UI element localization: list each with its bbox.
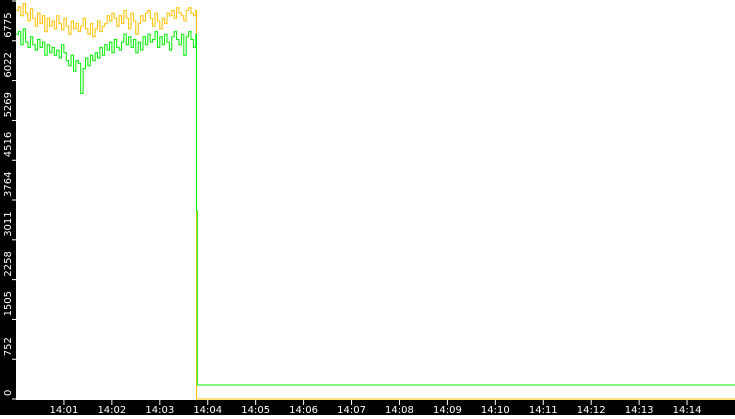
y-tick-label: 6775 xyxy=(3,12,14,37)
x-tick-label: 14:06 xyxy=(289,405,318,415)
y-tick-label: 5269 xyxy=(3,92,14,117)
y-axis-ticks: 0752150522583011376445165269602267757528 xyxy=(3,0,16,400)
x-axis-bar xyxy=(0,400,735,415)
y-tick-label: 2258 xyxy=(3,251,14,276)
x-tick-label: 14:03 xyxy=(145,405,174,415)
x-tick-label: 14:08 xyxy=(385,405,414,415)
y-tick-label: 1505 xyxy=(3,291,14,316)
x-tick-label: 14:04 xyxy=(193,405,222,415)
x-tick-label: 14:05 xyxy=(241,405,270,415)
y-tick-label: 4516 xyxy=(3,132,14,157)
x-tick-label: 14:02 xyxy=(97,405,126,415)
x-tick-label: 14:01 xyxy=(50,405,79,415)
y-tick-label: 0 xyxy=(3,390,14,396)
y-tick-label: 752 xyxy=(3,337,14,356)
y-tick-label: 3764 xyxy=(3,172,14,197)
x-tick-label: 14:11 xyxy=(529,405,558,415)
x-tick-label: 14:14 xyxy=(673,405,702,415)
x-tick-label: 14:09 xyxy=(433,405,462,415)
y-axis-bar xyxy=(0,0,16,415)
x-tick-label: 14:13 xyxy=(625,405,654,415)
y-tick-label: 3011 xyxy=(3,211,14,236)
x-axis-ticks: 14:01 14:02 14:03 14:04 14:05 14:06 14:07 14:08… xyxy=(50,400,702,416)
x-tick-label: 14:12 xyxy=(577,405,606,415)
y-tick-label: 6022 xyxy=(3,52,14,77)
series-layer xyxy=(16,3,735,400)
series-line-0 xyxy=(16,3,735,400)
series-line-1 xyxy=(16,28,735,386)
x-tick-label: 14:10 xyxy=(481,405,510,415)
x-tick-label: 14:07 xyxy=(337,405,366,415)
